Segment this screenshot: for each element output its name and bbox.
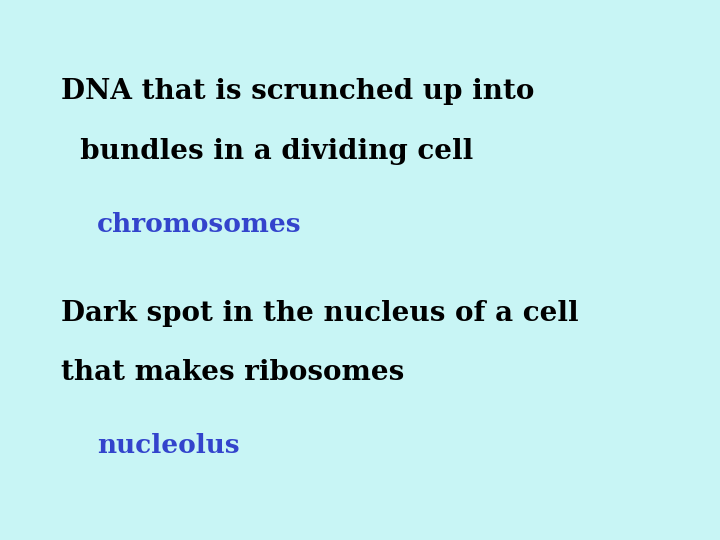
Text: that makes ribosomes: that makes ribosomes — [61, 359, 405, 386]
Text: DNA that is scrunched up into: DNA that is scrunched up into — [61, 78, 534, 105]
Text: bundles in a dividing cell: bundles in a dividing cell — [61, 138, 474, 165]
Text: nucleolus: nucleolus — [97, 433, 240, 458]
Text: Dark spot in the nucleus of a cell: Dark spot in the nucleus of a cell — [61, 300, 579, 327]
Text: chromosomes: chromosomes — [97, 212, 302, 237]
